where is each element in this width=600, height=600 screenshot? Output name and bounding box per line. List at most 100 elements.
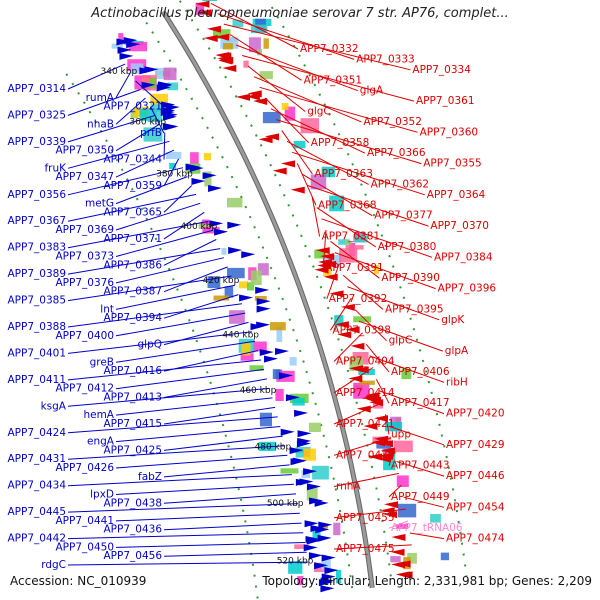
gene-label-left: ksgA bbox=[41, 400, 67, 412]
leader-line-right bbox=[333, 544, 412, 550]
leader-line-right bbox=[326, 263, 340, 300]
gene-label-left: APP7_0416 bbox=[104, 365, 163, 377]
gene-label-right: APP7_0352 bbox=[363, 116, 422, 128]
gene-label-right: APP7_0406 bbox=[391, 366, 450, 378]
gene-feature-block bbox=[241, 342, 251, 356]
leader-line-right bbox=[388, 425, 445, 446]
gene-arrow-reverse bbox=[161, 101, 176, 109]
gene-arrow-reverse bbox=[279, 372, 294, 380]
leader-line-left bbox=[67, 89, 141, 116]
gene-label-left: APP7_0413 bbox=[104, 392, 163, 404]
gene-label-left: nhaB bbox=[87, 118, 114, 130]
gene-label-left: fabZ bbox=[138, 471, 162, 483]
gene-arrow-reverse bbox=[308, 552, 323, 560]
gene-feature-block bbox=[195, 2, 205, 16]
gene-arrow-forward bbox=[290, 186, 305, 194]
gene-label-right: APP7_0429 bbox=[446, 439, 505, 451]
gene-label-right: APP7_0454 bbox=[446, 501, 505, 513]
leader-line-left bbox=[163, 294, 239, 319]
leader-line-right bbox=[388, 484, 402, 498]
leader-line-right bbox=[347, 286, 440, 321]
leader-line-right bbox=[321, 218, 433, 258]
gene-arrow-reverse bbox=[289, 447, 304, 455]
gene-feature-block bbox=[338, 239, 350, 245]
leader-line-right bbox=[333, 402, 383, 425]
gene-feature-block bbox=[281, 103, 289, 110]
gene-arrow-forward bbox=[329, 290, 344, 298]
gene-label-left: hemA bbox=[83, 409, 114, 421]
tick-label: 480 kbp bbox=[255, 442, 292, 452]
gene-label-left: APP7_0344 bbox=[104, 154, 163, 166]
gene-arrow-forward bbox=[258, 136, 273, 144]
leader-line-right bbox=[385, 414, 390, 435]
gene-label-right: upp bbox=[391, 428, 411, 440]
leader-line-right bbox=[281, 130, 313, 175]
gene-arrow-reverse bbox=[321, 573, 336, 581]
leader-line-right bbox=[358, 320, 443, 352]
gene-feature-block bbox=[300, 118, 320, 134]
gene-label-left: APP7_0314 bbox=[8, 83, 67, 95]
gene-label-right: APP7_0430 bbox=[336, 449, 395, 461]
gene-feature-block bbox=[345, 240, 352, 245]
leader-line-left bbox=[67, 359, 262, 381]
gene-feature-block bbox=[202, 226, 220, 234]
gene-arrow-reverse bbox=[209, 220, 224, 228]
gene-feature-block bbox=[240, 353, 254, 361]
gene-arrow-reverse bbox=[141, 81, 156, 89]
gene-arrow-forward bbox=[379, 440, 394, 448]
gene-label-left: APP7_0339 bbox=[8, 136, 67, 148]
leader-line-left bbox=[163, 493, 297, 504]
gene-feature-block bbox=[396, 475, 409, 487]
gene-label-left: APP7_0347 bbox=[56, 171, 115, 183]
gene-label-right: APP7_0420 bbox=[446, 408, 505, 420]
gene-arrow-reverse bbox=[259, 349, 274, 357]
leader-line-right bbox=[311, 196, 321, 237]
tick-label: 360 kbp bbox=[129, 118, 166, 128]
gene-label-left: APP7_0401 bbox=[8, 347, 67, 359]
gene-feature-block bbox=[407, 552, 417, 564]
leader-line-right bbox=[247, 65, 306, 112]
leader-line-left bbox=[67, 114, 156, 143]
gene-feature-block bbox=[223, 43, 233, 50]
gene-arrow-forward bbox=[245, 93, 260, 101]
gene-label-right: APP7_0443 bbox=[391, 460, 450, 472]
gene-arrow-reverse bbox=[303, 468, 318, 476]
leader-line-left bbox=[67, 248, 221, 275]
gene-feature-block bbox=[243, 60, 249, 68]
gene-arrow-reverse bbox=[162, 123, 177, 131]
gene-arrow-forward bbox=[197, 9, 212, 17]
gene-arrow-forward bbox=[222, 64, 237, 72]
gene-feature-block bbox=[309, 422, 321, 432]
leader-line-left bbox=[67, 331, 252, 354]
gene-arrow-forward bbox=[235, 93, 250, 101]
gene-label-left: rumA bbox=[86, 92, 115, 104]
leader-line-left bbox=[149, 106, 165, 134]
gene-feature-block bbox=[227, 197, 243, 208]
gene-feature-block bbox=[292, 397, 305, 406]
gene-feature-block bbox=[262, 112, 281, 124]
leader-line-left bbox=[67, 474, 292, 487]
gene-label-right: APP7_0392 bbox=[329, 293, 388, 305]
map-title: Actinobacillus pleuropneumoniae serovar … bbox=[91, 6, 509, 21]
gene-label-left: APP7_0359 bbox=[104, 180, 163, 192]
leader-line-left bbox=[67, 416, 278, 434]
leader-line-right bbox=[375, 378, 390, 404]
gene-arrow-reverse bbox=[304, 520, 319, 528]
gene-arrow-reverse bbox=[317, 534, 332, 542]
leader-line-left bbox=[163, 551, 307, 557]
leader-line-left bbox=[115, 340, 256, 363]
gene-arrow-forward bbox=[334, 321, 349, 329]
gene-feature-block bbox=[149, 77, 157, 89]
gene-feature-block bbox=[373, 403, 383, 409]
gene-label-left: APP7_0367 bbox=[8, 215, 67, 227]
gene-label-right: glgC bbox=[307, 106, 331, 118]
leader-line-right bbox=[307, 184, 429, 227]
gene-label-right: APP7_0449 bbox=[391, 491, 450, 503]
leader-line-left bbox=[163, 378, 267, 398]
leader-line-left bbox=[163, 132, 166, 160]
gene-label-right: APP7_0395 bbox=[385, 303, 444, 315]
leader-line-right bbox=[396, 461, 445, 477]
leader-line-left bbox=[115, 368, 265, 390]
leader-line-right bbox=[334, 252, 436, 290]
gene-label-right: APP7_0351 bbox=[304, 74, 363, 86]
